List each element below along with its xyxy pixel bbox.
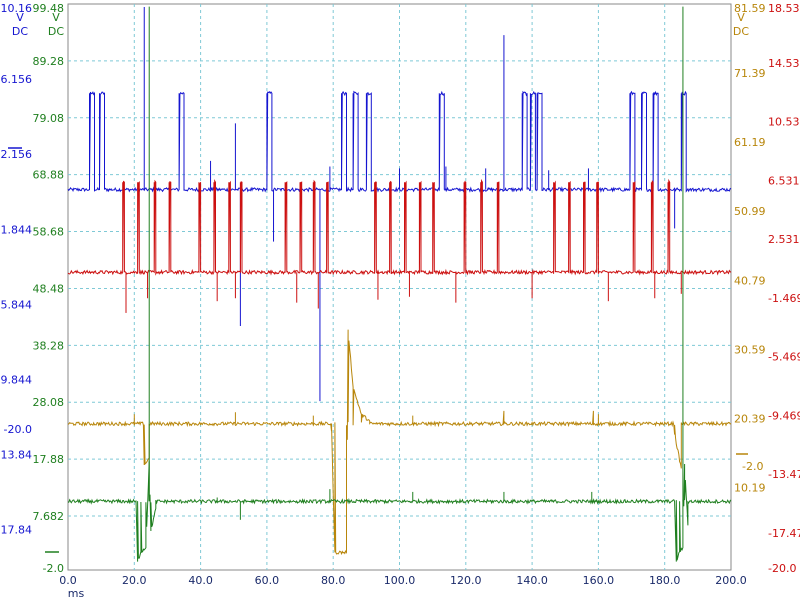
x-tick-label: 100.0: [384, 574, 416, 587]
axis-tick-label-green: 79.08: [33, 112, 65, 125]
axis-tick-label-green: 7.682: [33, 510, 65, 523]
axis-tick-label-red: -5.469: [768, 351, 800, 364]
x-tick-label: 140.0: [516, 574, 548, 587]
x-tick-label: 60.0: [255, 574, 280, 587]
axis-tick-label-green: -2.0: [43, 562, 64, 575]
trace-blue: [67, 90, 732, 193]
trace-red: [67, 178, 732, 276]
axis-tick-label-blue: 10.16: [1, 2, 33, 15]
axis-tick-label-green: 68.88: [33, 169, 65, 182]
axis-unit-label-gold: DC: [733, 25, 749, 38]
traces: [67, 6, 732, 562]
axis-unit-label-green: V: [52, 11, 60, 24]
axis-tick-label-green: 17.88: [33, 453, 65, 466]
axis-tick-label-red: -1.469: [768, 292, 800, 305]
axis-unit-label-blue: DC: [12, 25, 28, 38]
axis-tick-label-red: -17.47: [768, 527, 800, 540]
axis-tick-label-green: 48.48: [33, 282, 65, 295]
axis-unit-label-gold: V: [737, 11, 745, 24]
axis-tick-label-green: 38.28: [33, 339, 65, 352]
axis-tick-label-red: 18.53: [768, 2, 800, 15]
axis-tick-label-green: 28.08: [33, 396, 65, 409]
axis-unit-label-blue: V: [16, 11, 24, 24]
axis-tick-label-blue: 6.156: [1, 73, 33, 86]
axis-tick-label-green: 89.28: [33, 55, 65, 68]
x-tick-label: 160.0: [583, 574, 615, 587]
x-tick-label: 80.0: [321, 574, 346, 587]
axis-tick-label-blue: -5.844: [0, 298, 32, 311]
axis-tick-label-red: -9.469: [768, 409, 800, 422]
trace-green: [67, 461, 732, 562]
axis-tick-label-gold: 81.59: [734, 2, 766, 15]
axis-tick-label-red: -13.47: [768, 468, 800, 481]
axis-tick-label-gold: 61.19: [734, 136, 766, 149]
axis-tick-label-blue: -17.84: [0, 523, 32, 536]
axis-tick-label-gold: 10.19: [734, 481, 766, 494]
axis-tick-label-gold: 30.59: [734, 343, 766, 356]
x-tick-label: 200.0: [715, 574, 747, 587]
axis-tick-label-blue: 2.156: [1, 148, 33, 161]
axis-tick-label-gold: 50.99: [734, 205, 766, 218]
axis-tick-label-blue: -9.844: [0, 373, 32, 386]
axis-extra-label-blue: -20.0: [4, 423, 32, 436]
axis-tick-label-blue: -1.844: [0, 223, 32, 236]
axis-tick-label-blue: -13.84: [0, 448, 32, 461]
x-tick-label: 180.0: [649, 574, 681, 587]
axis-extra-label-gold: -2.0: [742, 460, 763, 473]
x-tick-label: 20.0: [122, 574, 147, 587]
axis-tick-label-gold: 71.39: [734, 67, 766, 80]
x-tick-label: 40.0: [188, 574, 213, 587]
axis-tick-label-red: 6.531: [768, 174, 800, 187]
axis-tick-label-green: 99.48: [33, 2, 65, 15]
axis-tick-label-green: 58.68: [33, 226, 65, 239]
x-axis-unit: ms: [68, 587, 85, 600]
x-tick-label: 0.0: [59, 574, 77, 587]
axis-tick-label-red: -20.0: [768, 562, 796, 575]
trace-gold: [67, 329, 732, 556]
axis-tick-label-gold: 20.39: [734, 412, 766, 425]
axis-tick-label-red: 14.53: [768, 57, 800, 70]
axis-tick-label-red: 10.53: [768, 116, 800, 129]
x-tick-label: 120.0: [450, 574, 482, 587]
axis-tick-label-gold: 40.79: [734, 274, 766, 287]
axis-tick-label-red: 2.531: [768, 233, 800, 246]
axis-unit-label-green: DC: [48, 25, 64, 38]
